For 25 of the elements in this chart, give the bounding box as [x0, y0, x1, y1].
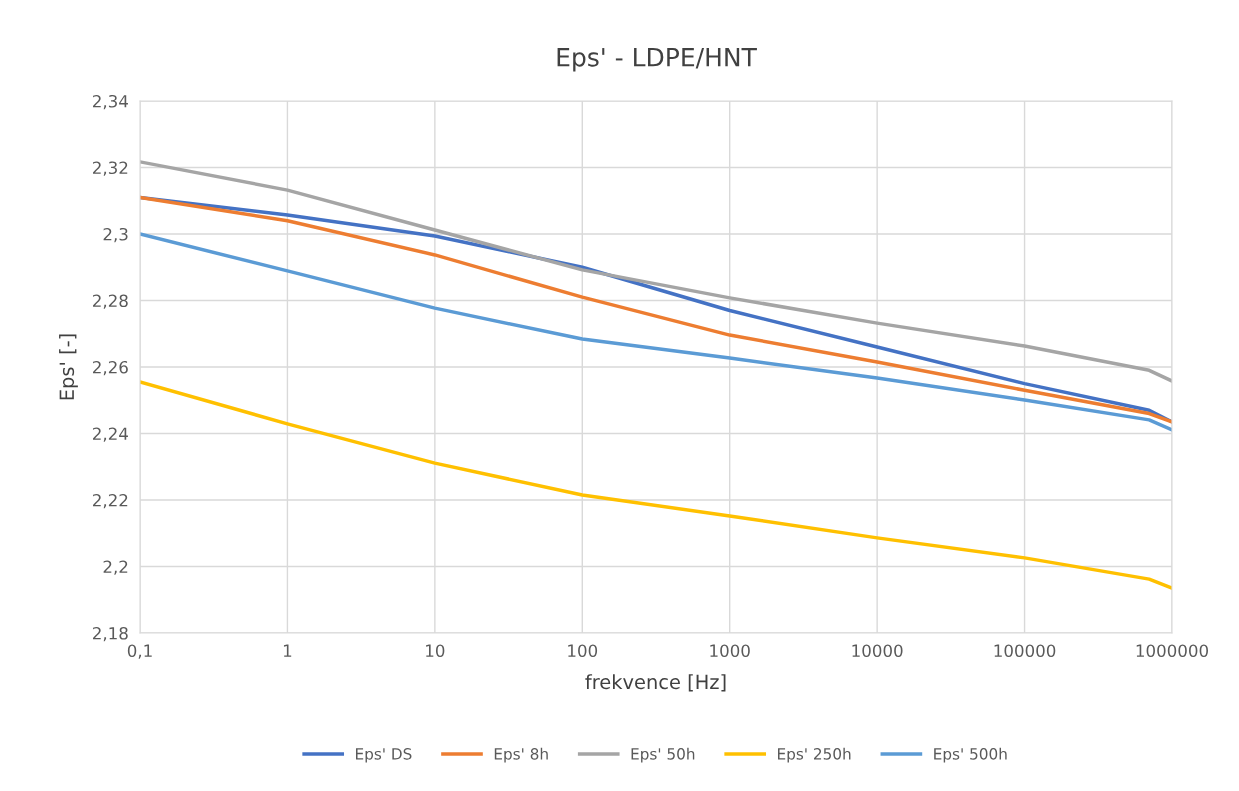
y-tick-label: 2,26	[93, 360, 128, 376]
x-axis-title: frekvence [Hz]	[585, 674, 726, 692]
x-tick-label: 1	[283, 644, 292, 657]
x-tick-label: 1000	[710, 644, 750, 658]
y-tick-label: 2,22	[93, 493, 128, 509]
legend-label: Eps' 250h	[778, 747, 851, 763]
y-axis-title: Eps' [-]	[59, 334, 78, 400]
y-tick-label: 2,34	[93, 94, 128, 110]
legend-label: Eps' 50h	[631, 747, 695, 763]
y-tick-label: 2,28	[93, 294, 128, 309]
y-tick-label: 2,3	[103, 227, 128, 243]
x-tick-label: 100	[568, 644, 598, 658]
y-tick-label: 2,24	[93, 427, 128, 442]
chart-title: Eps' - LDPE/HNT	[557, 48, 757, 72]
x-tick-label: 0,1	[127, 644, 152, 659]
x-tick-label: 1000000	[1136, 644, 1209, 658]
y-tick-label: 2,2	[103, 560, 128, 575]
x-tick-label: 100000	[994, 644, 1056, 658]
x-tick-label: 10	[426, 644, 445, 658]
legend-label: Eps' DS	[356, 748, 412, 763]
legend-label: Eps' 500h	[934, 747, 1007, 763]
y-tick-label: 2,32	[93, 161, 128, 176]
y-tick-label: 2,18	[93, 626, 128, 642]
x-tick-label: 10000	[852, 644, 903, 658]
legend-label: Eps' 8h	[494, 747, 548, 763]
